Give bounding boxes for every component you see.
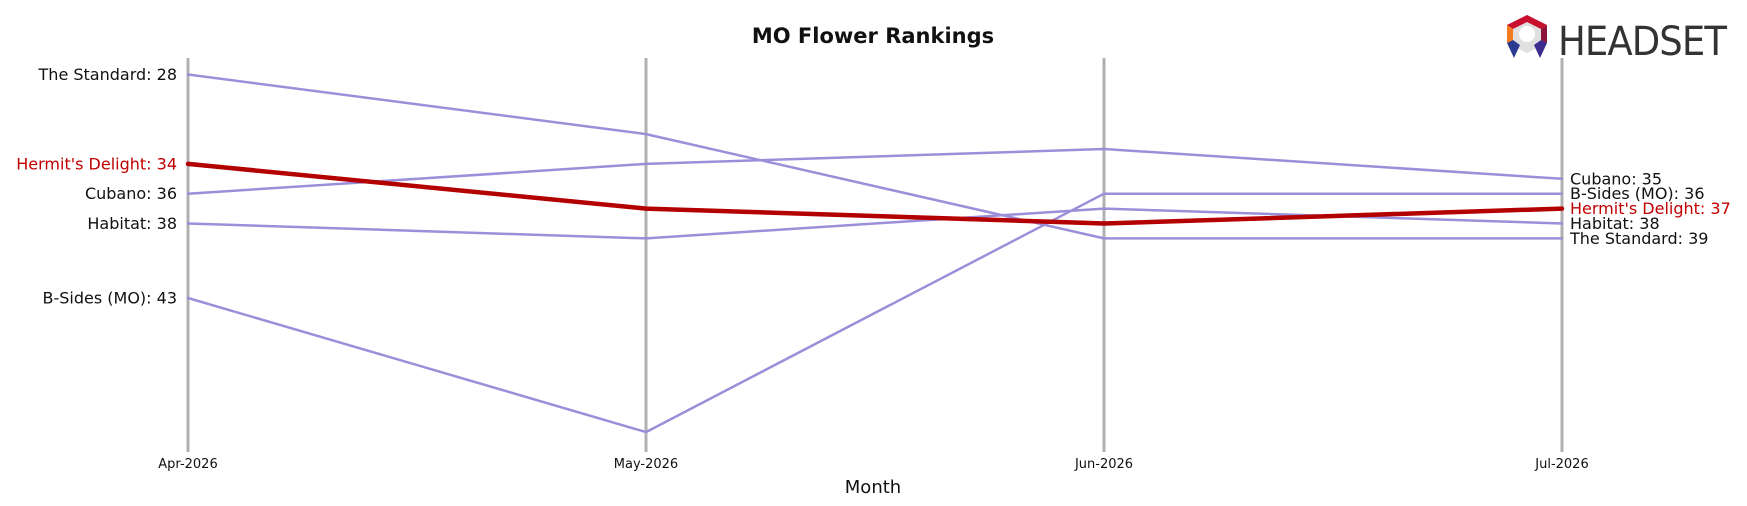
left-rank-label: B-Sides (MO): 43 <box>43 289 178 308</box>
right-rank-label: The Standard: 39 <box>1569 229 1708 248</box>
series-line-b-sides-mo <box>186 192 1564 434</box>
right-rank-label: Cubano: 35 <box>1570 169 1662 188</box>
right-rank-label: Habitat: 38 <box>1570 214 1660 233</box>
logo-text: HEADSET <box>1558 19 1727 65</box>
left-rank-label: Hermit's Delight: 34 <box>16 154 177 173</box>
x-tick-labels: Apr-2026 May-2026 Jun-2026 Jul-2026 <box>158 457 1588 472</box>
left-rank-label: Habitat: 38 <box>87 214 177 233</box>
right-rank-label: B-Sides (MO): 36 <box>1570 184 1705 203</box>
headset-logo: HEADSET <box>1507 15 1728 65</box>
series-lines <box>185 73 1565 434</box>
x-tick-label: May-2026 <box>614 457 678 472</box>
left-rank-label: Cubano: 36 <box>85 184 177 203</box>
x-axis-label: Month <box>845 477 901 498</box>
x-tick-label: Apr-2026 <box>158 457 217 472</box>
right-rank-label: Hermit's Delight: 37 <box>1570 199 1731 218</box>
month-axis-lines <box>186 58 1564 452</box>
logo-mark-icon <box>1507 15 1547 58</box>
x-tick-label: Jul-2026 <box>1534 457 1588 472</box>
chart-title: MO Flower Rankings <box>752 24 994 48</box>
series-line-the-standard <box>186 73 1564 240</box>
series-line-cubano <box>186 147 1564 195</box>
left-rank-labels: The Standard: 28 Hermit's Delight: 34 Cuba… <box>16 65 177 308</box>
series-line-hermit-s-delight <box>185 161 1565 226</box>
left-rank-label: The Standard: 28 <box>38 65 177 84</box>
x-tick-label: Jun-2026 <box>1074 457 1133 472</box>
